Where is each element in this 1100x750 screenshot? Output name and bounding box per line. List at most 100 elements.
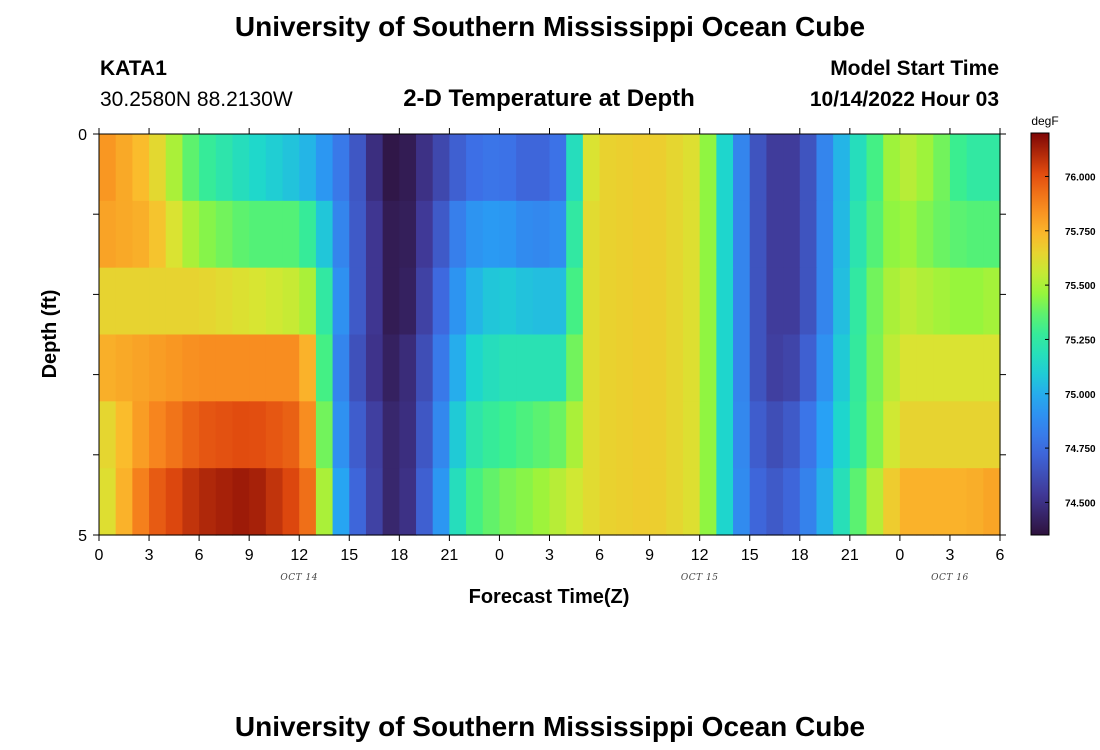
heatmap-cell bbox=[499, 134, 517, 202]
heatmap-cell bbox=[733, 267, 751, 336]
heatmap-cell bbox=[549, 334, 567, 402]
heatmap-cell bbox=[682, 200, 701, 269]
heatmap-cell bbox=[799, 401, 818, 469]
heatmap-cell bbox=[599, 200, 617, 269]
heatmap-cell bbox=[666, 267, 684, 336]
x-tick-label: 3 bbox=[545, 547, 554, 564]
x-tick-label: 21 bbox=[841, 547, 859, 564]
heatmap-cell bbox=[649, 200, 667, 269]
heatmap-cell bbox=[466, 401, 484, 469]
heatmap-cell bbox=[99, 401, 117, 469]
heatmap-cell bbox=[149, 468, 167, 536]
heatmap-cell bbox=[766, 334, 784, 402]
heatmap-cell bbox=[115, 134, 133, 202]
heatmap-cell bbox=[616, 134, 634, 202]
heatmap-cell bbox=[616, 334, 634, 402]
heatmap-cell bbox=[983, 468, 1001, 536]
heatmap-cell bbox=[816, 334, 834, 402]
heatmap-cell bbox=[349, 134, 367, 202]
heatmap-cell bbox=[382, 468, 400, 536]
heatmap-cell bbox=[499, 468, 517, 536]
heatmap-cell bbox=[632, 401, 651, 469]
heatmap-cell bbox=[783, 200, 801, 269]
heatmap-cell bbox=[632, 267, 651, 336]
heatmap-cell bbox=[699, 200, 717, 269]
heatmap-cell bbox=[482, 134, 501, 202]
heatmap-cell bbox=[833, 267, 851, 336]
heatmap-cell bbox=[315, 267, 334, 336]
heatmap-cell bbox=[115, 200, 133, 269]
heatmap-cell bbox=[966, 200, 984, 269]
heatmap-cell bbox=[983, 267, 1001, 336]
heatmap-cell bbox=[749, 401, 768, 469]
heatmap-cell bbox=[916, 267, 934, 336]
heatmap-cell bbox=[699, 134, 717, 202]
heatmap-cell bbox=[149, 401, 167, 469]
x-tick-label: 12 bbox=[691, 547, 709, 564]
x-tick-label: 15 bbox=[741, 547, 759, 564]
heatmap-cell bbox=[682, 468, 701, 536]
heatmap-cell bbox=[365, 468, 384, 536]
heatmap-cell bbox=[516, 267, 534, 336]
heatmap-cell bbox=[849, 401, 868, 469]
x-tick-label: 0 bbox=[495, 547, 504, 564]
heatmap-cell bbox=[399, 134, 417, 202]
x-tick-label: 3 bbox=[145, 547, 154, 564]
heatmap-cell bbox=[749, 334, 768, 402]
heatmap-cell bbox=[883, 267, 901, 336]
colorbar-tick-label: 75.000 bbox=[1065, 390, 1096, 401]
heatmap-cell bbox=[983, 334, 1001, 402]
x-axis-label: Forecast Time(Z) bbox=[469, 586, 630, 608]
heatmap-cell bbox=[916, 134, 934, 202]
heatmap-cell bbox=[132, 267, 150, 336]
heatmap-cell bbox=[549, 468, 567, 536]
heatmap-cell bbox=[382, 401, 400, 469]
heatmap-cell bbox=[699, 401, 717, 469]
heatmap-cell bbox=[215, 267, 234, 336]
heatmap-cell bbox=[682, 334, 701, 402]
heatmap-cell bbox=[499, 267, 517, 336]
heatmap-cell bbox=[132, 134, 150, 202]
colorbar bbox=[1030, 132, 1050, 536]
heatmap-cell bbox=[816, 401, 834, 469]
heatmap-cell bbox=[132, 401, 150, 469]
heatmap-cell bbox=[516, 200, 534, 269]
heatmap-cell bbox=[766, 200, 784, 269]
heatmap-cell bbox=[566, 200, 584, 269]
heatmap-cell bbox=[816, 267, 834, 336]
heatmap-cell bbox=[799, 468, 818, 536]
model-start-label: Model Start Time bbox=[830, 57, 999, 80]
heatmap-cell bbox=[632, 334, 651, 402]
heatmap-cell bbox=[315, 401, 334, 469]
heatmap-cell bbox=[849, 334, 868, 402]
heatmap-cell bbox=[466, 267, 484, 336]
heatmap-cell bbox=[599, 334, 617, 402]
heatmap-cell bbox=[699, 267, 717, 336]
axes: 0 3 6 9 12 15 18 21 0 3 6 9 12 15 18 21 0 3 6 OCT 14 OCT 15 O… bbox=[78, 127, 1006, 583]
station-id: KATA1 bbox=[100, 57, 167, 80]
heatmap-cell bbox=[649, 267, 667, 336]
heatmap-cell bbox=[532, 267, 551, 336]
heatmap-cell bbox=[833, 468, 851, 536]
heatmap-cell bbox=[766, 267, 784, 336]
heatmap-cell bbox=[466, 468, 484, 536]
heatmap-cell bbox=[582, 267, 601, 336]
date-label: OCT 15 bbox=[681, 573, 719, 583]
heatmap-cell bbox=[866, 401, 884, 469]
heatmap-cell bbox=[716, 334, 734, 402]
heatmap-cell bbox=[816, 134, 834, 202]
heatmap-cell bbox=[449, 200, 467, 269]
heatmap-cell bbox=[432, 267, 450, 336]
heatmap-cell bbox=[916, 468, 934, 536]
footer-title: University of Southern Mississippi Ocean… bbox=[235, 711, 865, 742]
heatmap-cell bbox=[783, 334, 801, 402]
heatmap-cell bbox=[182, 134, 200, 202]
heatmap-cell bbox=[582, 468, 601, 536]
heatmap-cell bbox=[616, 200, 634, 269]
heatmap-cell bbox=[816, 200, 834, 269]
heatmap-cell bbox=[532, 200, 551, 269]
heatmap-cell bbox=[382, 267, 400, 336]
heatmap-cell bbox=[299, 468, 317, 536]
heatmap-cell bbox=[933, 468, 951, 536]
